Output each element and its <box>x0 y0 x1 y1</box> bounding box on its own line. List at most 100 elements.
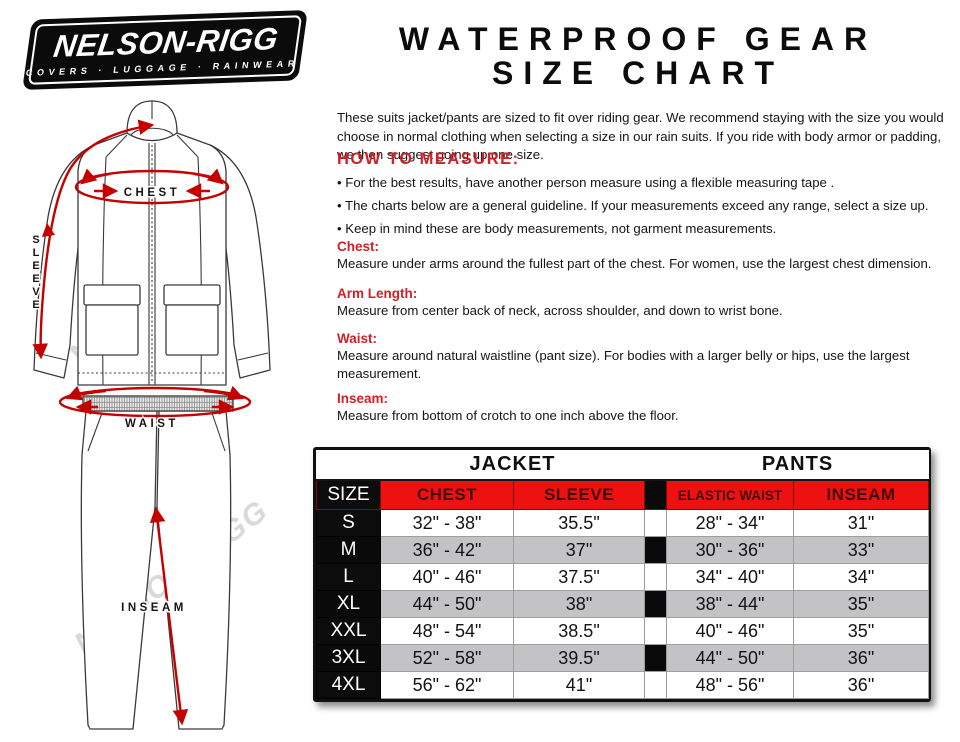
size-table: JACKET PANTS SIZE CHEST SLEEVE ELASTIC W… <box>313 447 931 702</box>
column-header-elastic-waist: ELASTIC WAIST <box>666 479 795 510</box>
sleeve-measure-annotation <box>32 119 155 360</box>
jacket-drawing <box>33 100 271 386</box>
measurement-diagram: NELSON-RIGG NELSON-RIGG <box>31 100 275 730</box>
size-cell: 4XL <box>316 671 381 699</box>
size-cell: XXL <box>316 617 381 645</box>
chest-cell: 40" - 46" <box>380 563 514 591</box>
svg-text:E: E <box>32 260 39 272</box>
inseam-cell: 35" <box>793 617 930 645</box>
inseam-cell: 31" <box>793 509 930 537</box>
table-row: XXL 48" - 54" 38.5" 40" - 46" 35" <box>316 617 930 645</box>
waist-cell: 34" - 40" <box>666 563 795 591</box>
inseam-cell: 35" <box>793 590 930 618</box>
waist-cell: 40" - 46" <box>666 617 795 645</box>
size-cell: 3XL <box>316 644 381 672</box>
divider-cell <box>644 479 668 510</box>
spacer-cell <box>644 450 667 481</box>
section-label: Waist: <box>337 331 377 346</box>
chest-cell: 36" - 42" <box>380 536 514 564</box>
bullet-item: • For the best results, have another per… <box>337 175 835 190</box>
bullet-item: • The charts below are a general guideli… <box>337 197 929 213</box>
divider-cell <box>644 671 668 699</box>
section-label: Chest: <box>337 239 380 254</box>
divider-cell <box>644 617 668 645</box>
how-to-measure-heading: HOW TO MEASURE: <box>337 150 520 168</box>
brand-name: NELSON-RIGG <box>51 20 281 64</box>
inseam-label: INSEAM <box>121 602 187 614</box>
divider-cell <box>644 563 668 591</box>
inseam-cell: 36" <box>793 644 930 672</box>
svg-text:E: E <box>32 299 39 311</box>
svg-text:L: L <box>33 247 40 259</box>
column-header-sleeve: SLEEVE <box>512 479 646 510</box>
chest-cell: 44" - 50" <box>380 590 514 618</box>
table-row: M 36" - 42" 37" 30" - 36" 33" <box>316 536 930 564</box>
waist-cell: 48" - 56" <box>666 671 795 699</box>
chest-cell: 52" - 58" <box>380 644 514 672</box>
section-text: Measure from bottom of crotch to one inc… <box>337 408 679 423</box>
inseam-cell: 34" <box>793 563 930 591</box>
inseam-cell: 33" <box>793 536 930 564</box>
waist-measure-annotation <box>58 385 252 418</box>
svg-text:E: E <box>32 273 39 285</box>
divider-cell <box>644 644 668 672</box>
page-title: WATERPROOF GEAR SIZE CHART <box>328 22 948 90</box>
table-row: 4XL 56" - 62" 41" 48" - 56" 36" <box>316 671 930 699</box>
table-group-header-row: JACKET PANTS <box>316 450 929 481</box>
inseam-cell: 36" <box>793 671 930 699</box>
column-header-inseam: INSEAM <box>793 479 930 510</box>
section-inseam: Inseam: Measure from bottom of crotch to… <box>337 391 951 425</box>
logo-frame: NELSON-RIGG COVERS · LUGGAGE · RAINWEAR <box>25 15 303 85</box>
brand-logo: NELSON-RIGG COVERS · LUGGAGE · RAINWEAR <box>22 9 308 91</box>
sleeve-cell: 35.5" <box>512 509 646 537</box>
table-row: 3XL 52" - 58" 39.5" 44" - 50" 36" <box>316 644 930 672</box>
chest-label: CHEST <box>124 187 180 199</box>
inseam-measure-annotation <box>149 506 189 726</box>
chest-cell: 56" - 62" <box>380 671 514 699</box>
intro-paragraph: These suits jacket/pants are sized to fi… <box>337 110 944 163</box>
how-to-measure-bullets: • For the best results, have another per… <box>337 172 951 240</box>
divider-cell <box>644 536 668 564</box>
jacket-group-header: JACKET <box>380 450 645 481</box>
bullet-item: • Keep in mind these are body measuremen… <box>337 220 777 236</box>
spacer-cell <box>316 450 381 481</box>
section-label: Inseam: <box>337 391 389 406</box>
waist-cell: 44" - 50" <box>666 644 795 672</box>
divider-cell <box>644 590 668 618</box>
sleeve-cell: 41" <box>512 671 646 699</box>
sleeve-cell: 38.5" <box>512 617 646 645</box>
section-chest: Chest: Measure under arms around the ful… <box>337 239 951 273</box>
waist-label: WAIST <box>125 418 179 430</box>
svg-text:S: S <box>32 234 39 246</box>
column-header-chest: CHEST <box>380 479 514 510</box>
size-cell: M <box>316 536 381 564</box>
waist-cell: 30" - 36" <box>666 536 795 564</box>
section-text: Measure under arms around the fullest pa… <box>337 256 932 271</box>
column-header-size: SIZE <box>316 479 381 510</box>
sleeve-cell: 37.5" <box>512 563 646 591</box>
size-cell: S <box>316 509 381 537</box>
section-arm-length: Arm Length: Measure from center back of … <box>337 286 951 320</box>
section-waist: Waist: Measure around natural waistline … <box>337 331 951 383</box>
table-row: L 40" - 46" 37.5" 34" - 40" 34" <box>316 563 930 591</box>
table-column-header-row: SIZE CHEST SLEEVE ELASTIC WAIST INSEAM <box>316 479 930 510</box>
sleeve-label: S L E E V E <box>31 233 42 313</box>
chest-cell: 48" - 54" <box>380 617 514 645</box>
size-cell: XL <box>316 590 381 618</box>
waist-cell: 28" - 34" <box>666 509 795 537</box>
page-title-line2: SIZE CHART <box>492 55 784 91</box>
section-label: Arm Length: <box>337 286 418 301</box>
page-title-line1: WATERPROOF GEAR <box>398 21 878 57</box>
table-row: XL 44" - 50" 38" 38" - 44" 35" <box>316 590 930 618</box>
sleeve-cell: 37" <box>512 536 646 564</box>
svg-text:V: V <box>32 286 40 298</box>
section-text: Measure from center back of neck, across… <box>337 303 783 318</box>
table-row: S 32" - 38" 35.5" 28" - 34" 31" <box>316 509 930 537</box>
size-cell: L <box>316 563 381 591</box>
divider-cell <box>644 509 668 537</box>
sleeve-cell: 39.5" <box>512 644 646 672</box>
section-text: Measure around natural waistline (pant s… <box>337 348 910 381</box>
sleeve-cell: 38" <box>512 590 646 618</box>
pants-group-header: PANTS <box>666 450 929 481</box>
